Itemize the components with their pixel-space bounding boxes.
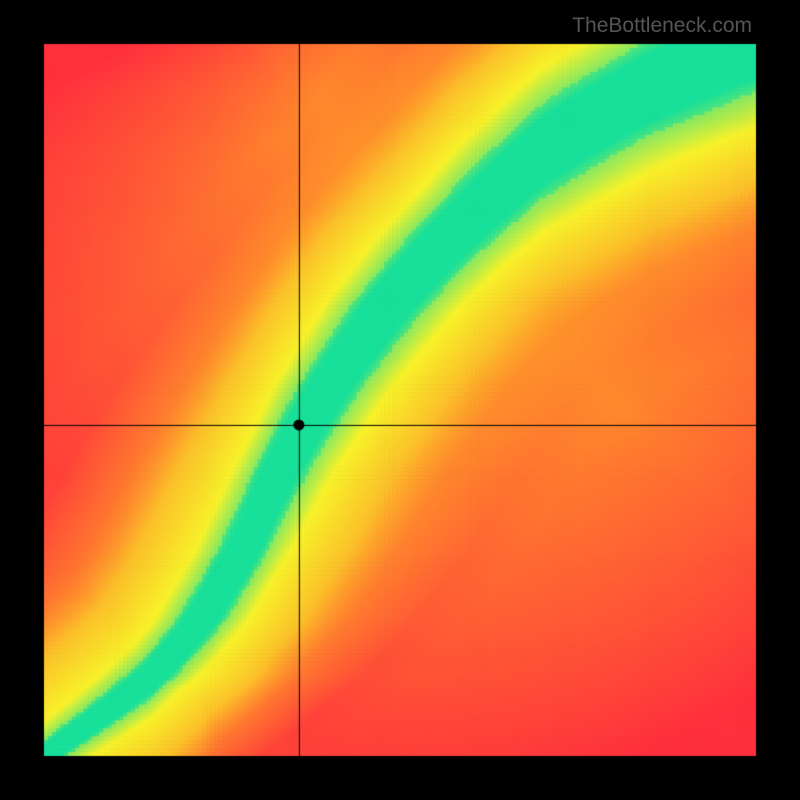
chart-container: TheBottleneck.com bbox=[0, 0, 800, 800]
bottleneck-heatmap bbox=[0, 0, 800, 800]
watermark-text: TheBottleneck.com bbox=[572, 14, 752, 38]
